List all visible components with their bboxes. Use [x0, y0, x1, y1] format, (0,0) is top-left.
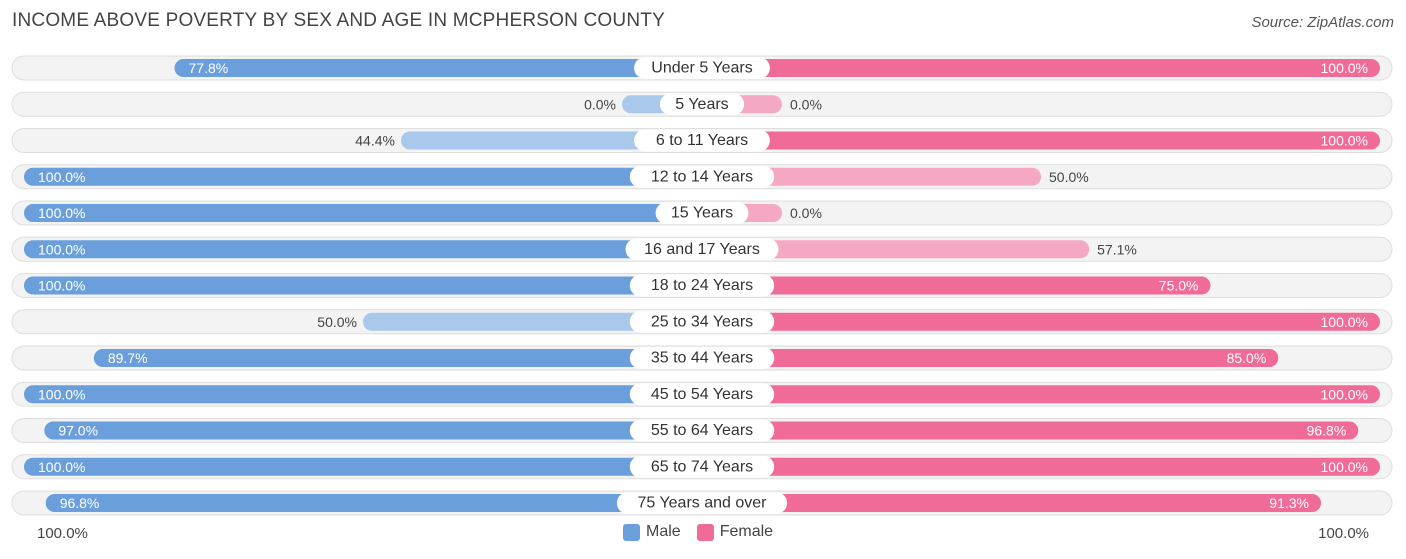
male-value-label: 100.0% — [38, 169, 85, 185]
female-value-label: 100.0% — [1321, 314, 1368, 330]
male-value-label: 44.4% — [355, 133, 395, 149]
male-value-label: 100.0% — [38, 205, 85, 221]
female-bar — [702, 312, 1380, 331]
male-value-label: 77.8% — [189, 60, 229, 76]
category-label: Under 5 Years — [651, 60, 752, 77]
male-value-label: 96.8% — [60, 495, 100, 511]
female-value-label: 96.8% — [1307, 423, 1347, 439]
category-label: 6 to 11 Years — [656, 132, 748, 149]
male-bar — [44, 421, 702, 440]
axis-left-label: 100.0% — [37, 525, 88, 542]
category-pill — [629, 383, 775, 406]
female-bar — [702, 457, 1380, 476]
category-pill — [629, 419, 775, 442]
legend-label-male: Male — [646, 523, 681, 540]
male-value-label: 97.0% — [58, 423, 98, 439]
category-pill — [659, 93, 745, 116]
legend-item-male: Male — [623, 523, 681, 541]
category-label: 18 to 24 Years — [651, 277, 753, 294]
male-value-label: 100.0% — [38, 386, 85, 402]
male-bar — [45, 494, 703, 512]
category-label: 55 to 64 Years — [651, 422, 753, 439]
male-bar — [93, 349, 703, 367]
female-value-label: 0.0% — [790, 205, 822, 221]
male-bar — [24, 276, 702, 295]
male-value-label: 89.7% — [108, 350, 148, 366]
female-value-label: 85.0% — [1227, 350, 1267, 366]
category-pill — [629, 274, 775, 297]
female-value-label: 91.3% — [1269, 495, 1309, 511]
category-label: 65 to 74 Years — [651, 458, 753, 475]
category-pill — [655, 202, 749, 224]
female-value-label: 0.0% — [790, 96, 822, 112]
male-value-label: 100.0% — [38, 459, 85, 475]
male-bar — [24, 457, 702, 476]
axis-right-label: 100.0% — [1318, 525, 1369, 542]
category-label: 45 to 54 Years — [651, 386, 753, 403]
female-value-label: 100.0% — [1321, 133, 1368, 149]
female-value-label: 50.0% — [1049, 169, 1089, 185]
male-bar — [363, 312, 702, 331]
source-label: Source: ZipAtlas.com — [1251, 14, 1394, 31]
chart-title: INCOME ABOVE POVERTY BY SEX AND AGE IN M… — [12, 10, 665, 31]
diverging-bar-chart: 77.8% 100.0% Under 5 Years 0.0% 0.0% 5 Years 4… — [11, 55, 1393, 516]
category-label: 25 to 34 Years — [651, 313, 753, 330]
category-label: 12 to 14 Years — [651, 168, 753, 185]
female-bar — [702, 167, 1041, 186]
female-value-label: 100.0% — [1321, 386, 1368, 402]
female-bar — [702, 349, 1279, 367]
category-pill — [625, 238, 779, 261]
category-pill — [634, 57, 770, 79]
category-pill — [629, 455, 775, 478]
male-bar — [24, 240, 702, 259]
male-value-label: 0.0% — [584, 96, 616, 112]
legend-swatch-male — [623, 523, 640, 541]
legend-swatch-female — [696, 523, 714, 541]
female-value-label: 100.0% — [1321, 60, 1368, 76]
female-bar — [702, 385, 1380, 404]
category-pill — [616, 492, 788, 514]
female-bar — [702, 59, 1380, 77]
female-value-label: 75.0% — [1159, 278, 1199, 294]
female-bar — [702, 131, 1380, 150]
legend: Male Female — [623, 523, 789, 541]
category-label: 75 Years and over — [638, 495, 768, 512]
male-bar — [24, 385, 702, 404]
category-label: 35 to 44 Years — [651, 350, 753, 367]
female-bar — [702, 276, 1211, 295]
legend-label-female: Female — [719, 523, 774, 540]
male-bar — [174, 59, 703, 77]
legend-item-female: Female — [696, 523, 774, 541]
male-bar — [400, 131, 702, 150]
female-value-label: 57.1% — [1097, 241, 1137, 257]
category-label: 16 and 17 Years — [644, 241, 760, 258]
male-value-label: 50.0% — [317, 314, 357, 330]
female-bar — [702, 494, 1322, 512]
category-pill — [634, 129, 770, 152]
category-pill — [629, 347, 775, 369]
male-bar — [24, 167, 702, 186]
male-value-label: 100.0% — [38, 241, 85, 257]
category-label: 15 Years — [671, 205, 733, 222]
female-bar — [702, 421, 1359, 440]
male-bar — [24, 204, 702, 222]
category-pill — [629, 165, 775, 188]
female-value-label: 100.0% — [1321, 459, 1368, 475]
male-value-label: 100.0% — [38, 278, 85, 294]
female-bar — [702, 240, 1090, 259]
category-pill — [629, 310, 775, 333]
category-label: 5 Years — [675, 96, 728, 113]
